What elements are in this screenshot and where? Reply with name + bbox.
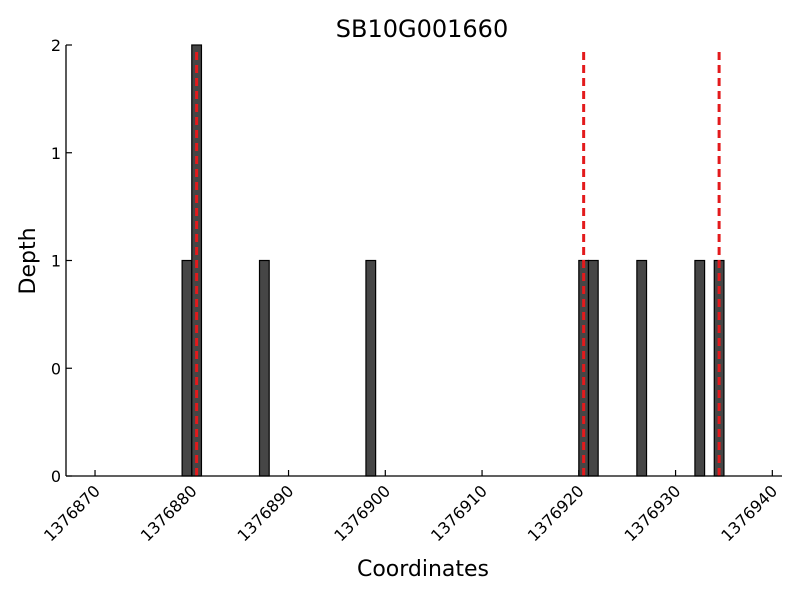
y-ticks: 0 0 1 1 2 <box>51 36 72 486</box>
bar-2 <box>258 259 270 477</box>
bar-3 <box>365 259 377 477</box>
y-axis-label: Depth <box>16 227 41 294</box>
y-tick-label-2: 1 <box>51 252 61 271</box>
y-tick-label-3: 1 <box>51 144 61 163</box>
x-ticks: 1376870 1376880 1376890 1376900 1376910 13769… <box>40 470 781 545</box>
axes-layer <box>65 45 782 477</box>
y-tick-label-4: 2 <box>51 36 61 55</box>
x-tick-label-4: 1376910 <box>427 481 491 545</box>
x-axis-label: Coordinates <box>357 557 489 582</box>
y-tick-label-0: 0 <box>51 467 61 486</box>
bar-0 <box>181 259 193 477</box>
x-tick-label-5: 1376920 <box>524 481 588 545</box>
bar-7 <box>694 259 706 477</box>
x-tick-label-0: 1376870 <box>40 481 104 545</box>
x-tick-label-6: 1376930 <box>621 481 685 545</box>
y-tick-label-1: 0 <box>51 359 61 378</box>
vlines-layer <box>195 52 721 476</box>
x-tick-label-7: 1376940 <box>717 481 781 545</box>
bar-6 <box>636 259 648 477</box>
x-tick-label-1: 1376880 <box>137 481 201 545</box>
bars-layer <box>181 44 725 477</box>
chart-title: SB10G001660 <box>336 15 508 43</box>
x-tick-label-2: 1376890 <box>234 481 298 545</box>
bar-5 <box>587 259 599 477</box>
x-tick-label-3: 1376900 <box>330 481 394 545</box>
